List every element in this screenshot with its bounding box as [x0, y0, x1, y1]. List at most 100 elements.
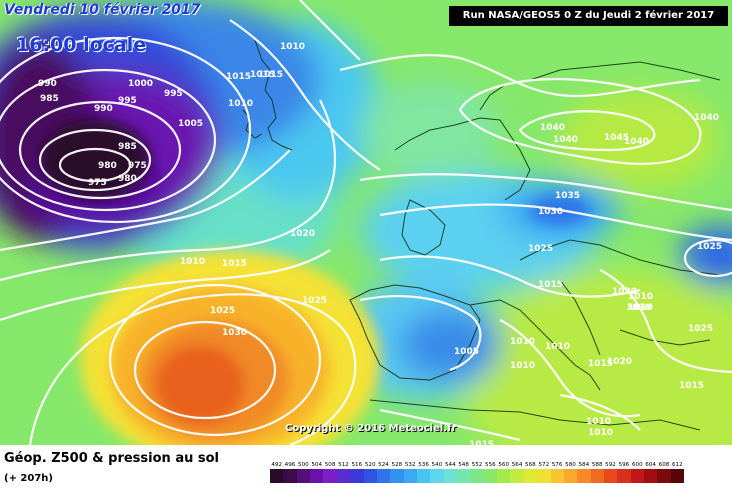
pressure-label: 1045 [604, 133, 629, 143]
pressure-label: 1025 [210, 306, 235, 316]
color-scale-tick: 540 [432, 462, 443, 468]
color-scale-swatch [497, 469, 511, 483]
color-scale-swatch [390, 469, 404, 483]
color-scale-swatch [603, 469, 618, 483]
color-scale-swatch [363, 469, 377, 483]
color-scale-tick: 580 [565, 462, 576, 468]
pressure-label: 1005 [178, 119, 203, 129]
pressure-label: 1010 [545, 342, 570, 352]
forecast-date: Vendredi 10 février 2017 [4, 2, 201, 18]
color-scale-tick: 512 [338, 462, 349, 468]
color-scale-swatch [590, 469, 604, 483]
forecast-time: 16:00 locale [16, 34, 147, 56]
color-scale-swatch [376, 469, 391, 483]
color-scale-tick: 556 [485, 462, 496, 468]
pressure-label: 1010 [510, 337, 535, 347]
color-scale-bar [270, 469, 685, 483]
color-scale-swatch [523, 469, 538, 483]
color-scale-swatch [657, 469, 671, 483]
pressure-label: 1015 [250, 70, 275, 80]
pressure-label: 985 [118, 142, 137, 152]
color-scale-tick: 564 [512, 462, 523, 468]
color-scale-tick: 544 [445, 462, 456, 468]
pressure-label: 1035 [555, 191, 580, 201]
pressure-label: 1030 [538, 207, 563, 217]
color-scale-swatch [577, 469, 591, 483]
color-scale-tick: 528 [392, 462, 403, 468]
color-scale-swatch [336, 469, 351, 483]
color-scale-tick: 596 [619, 462, 630, 468]
color-scale-tick: 592 [605, 462, 616, 468]
pressure-label: 1015 [469, 440, 494, 445]
color-scale-swatch [283, 469, 297, 483]
pressure-label: 975 [128, 161, 147, 171]
color-scale-tick: 588 [592, 462, 603, 468]
color-scale-tick: 552 [472, 462, 483, 468]
color-scale-tick: 600 [632, 462, 643, 468]
pressure-label: 1030 [222, 328, 247, 338]
color-scale-swatch [350, 469, 364, 483]
color-scale-tick: 584 [578, 462, 589, 468]
pressure-label: 1040 [694, 113, 719, 123]
color-scale-swatch [644, 469, 658, 483]
pressure-label: 990 [38, 79, 57, 89]
pressure-label: 1025 [528, 244, 553, 254]
color-scale-swatch [430, 469, 444, 483]
forecast-map: 985 990 985 990 995 1000 995 1005 985 980 975 975 98… [0, 0, 732, 445]
legend-footer: Géop. Z500 & pression au sol (+ 207h) 49… [0, 445, 732, 488]
color-scale-swatch [670, 469, 685, 483]
color-scale-tick: 572 [538, 462, 549, 468]
pressure-label: 1015 [538, 280, 563, 290]
pressure-label: 980 [98, 161, 117, 171]
color-scale-swatch [323, 469, 337, 483]
color-scale-tick: 500 [298, 462, 309, 468]
color-scale-swatch [443, 469, 458, 483]
color-scale-tick: 496 [285, 462, 296, 468]
color-scale-swatch [563, 469, 578, 483]
pressure-label: 1040 [553, 135, 578, 145]
pressure-label: 1010 [588, 428, 613, 438]
color-scale-swatch [510, 469, 524, 483]
pressure-label: 1015 [258, 70, 283, 80]
pressure-label: 1010 [510, 361, 535, 371]
pressure-label: 1010 [228, 99, 253, 109]
pressure-label: 1025 [302, 296, 327, 306]
color-scale-swatch [310, 469, 324, 483]
pressure-label: 980 [118, 174, 137, 184]
pressure-label: 1000 [128, 79, 153, 89]
pressure-label: 990 [94, 104, 113, 114]
pressure-label: 1010 [586, 417, 611, 427]
color-scale-tick: 520 [365, 462, 376, 468]
pressure-label: 1025 [688, 324, 713, 334]
color-scale-swatch [617, 469, 631, 483]
color-scale-ticks: 492 496 500 504 508 512 516 520 524 528 532 536 540 5… [271, 462, 683, 468]
color-scale-swatch [270, 469, 284, 483]
model-run-banner: Run NASA/GEOS5 0 Z du Jeudi 2 février 20… [449, 6, 728, 26]
color-scale-tick: 612 [672, 462, 683, 468]
pressure-label: 985 [40, 94, 59, 104]
copyright-notice: Copyright © 2016 Meteociel.fr [285, 423, 457, 434]
pressure-label: 1015 [222, 259, 247, 269]
color-scale-tick: 568 [525, 462, 536, 468]
color-scale-swatch [483, 469, 498, 483]
pressure-label: 1010 [628, 303, 653, 313]
pressure-label: 1020 [612, 287, 637, 297]
pressure-label: 1020 [290, 229, 315, 239]
color-scale-tick: 508 [325, 462, 336, 468]
color-scale-tick: 604 [645, 462, 656, 468]
color-scale-swatch [550, 469, 564, 483]
pressure-label: 975 [88, 178, 107, 188]
pressure-label: 1010 [280, 42, 305, 52]
color-scale-tick: 492 [271, 462, 282, 468]
pressure-label: 1020 [607, 357, 632, 367]
color-scale-tick: 516 [351, 462, 362, 468]
color-scale-swatch [457, 469, 471, 483]
lead-time: (+ 207h) [4, 473, 53, 484]
color-scale-swatch [296, 469, 311, 483]
pressure-label: 1010 [180, 257, 205, 267]
pressure-label: 1040 [540, 123, 565, 133]
pressure-label: 1040 [624, 137, 649, 147]
color-scale-swatch [403, 469, 417, 483]
